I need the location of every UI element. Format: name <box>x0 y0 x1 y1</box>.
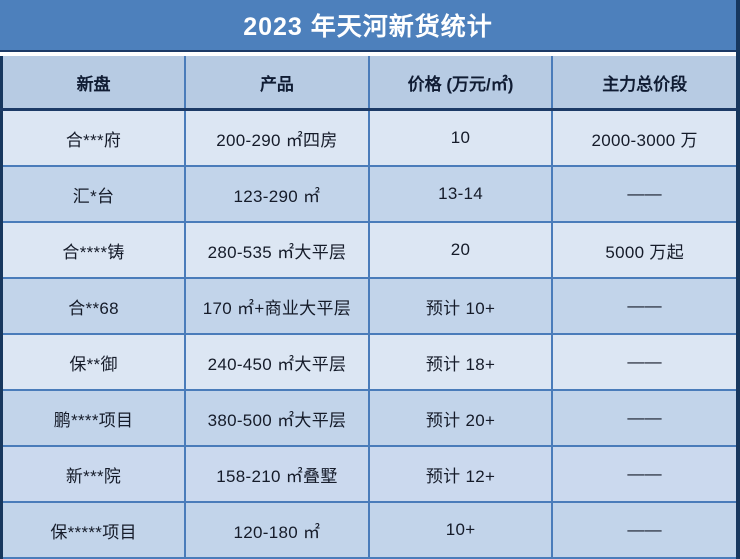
col-header-project: 新盘 <box>1 56 187 111</box>
col-header-price: 价格 (万元/㎡) <box>368 56 554 111</box>
cell-product: 380-500 ㎡大平层 <box>185 390 370 447</box>
cell-project: 合**68 <box>1 278 187 335</box>
cell-price: 13-14 <box>368 166 554 223</box>
table-row: 保*****项目 120-180 ㎡ 10+ —— <box>1 502 736 559</box>
cell-price: 10+ <box>368 502 554 559</box>
table-row: 合****铸 280-535 ㎡大平层 20 5000 万起 <box>1 222 736 279</box>
table-row: 保**御 240-450 ㎡大平层 预计 18+ —— <box>1 334 736 391</box>
cell-project: 合****铸 <box>1 222 187 279</box>
cell-project: 新***院 <box>1 446 187 503</box>
cell-product: 120-180 ㎡ <box>185 502 370 559</box>
table-row: 合**68 170 ㎡+商业大平层 预计 10+ —— <box>1 278 736 335</box>
cell-total-price: —— <box>552 334 736 391</box>
cell-total-price: 2000-3000 万 <box>552 109 736 167</box>
cell-price: 预计 20+ <box>368 390 554 447</box>
page-title: 2023 年天河新货统计 <box>243 13 493 41</box>
table-row: 合***府 200-290 ㎡四房 10 2000-3000 万 <box>1 109 736 167</box>
cell-project: 合***府 <box>1 109 187 167</box>
cell-price: 预计 18+ <box>368 334 554 391</box>
cell-product: 123-290 ㎡ <box>185 166 370 223</box>
cell-product: 240-450 ㎡大平层 <box>185 334 370 391</box>
cell-project: 鹏****项目 <box>1 390 187 447</box>
cell-product: 280-535 ㎡大平层 <box>185 222 370 279</box>
title-bar: 2023 年天河新货统计 <box>0 0 736 52</box>
cell-price: 10 <box>368 109 554 167</box>
cell-product: 170 ㎡+商业大平层 <box>185 278 370 335</box>
cell-product: 200-290 ㎡四房 <box>185 109 370 167</box>
cell-project: 保*****项目 <box>1 502 187 559</box>
cell-total-price: —— <box>552 502 736 559</box>
table-row: 鹏****项目 380-500 ㎡大平层 预计 20+ —— <box>1 390 736 447</box>
header-row: 新盘 产品 价格 (万元/㎡) 主力总价段 <box>1 56 736 111</box>
cell-price: 20 <box>368 222 554 279</box>
col-header-product: 产品 <box>185 56 370 111</box>
cell-product: 158-210 ㎡叠墅 <box>185 446 370 503</box>
table-row: 新***院 158-210 ㎡叠墅 预计 12+ —— <box>1 446 736 503</box>
cell-project: 保**御 <box>1 334 187 391</box>
cell-total-price: —— <box>552 166 736 223</box>
cell-price: 预计 12+ <box>368 446 554 503</box>
stats-table: 新盘 产品 价格 (万元/㎡) 主力总价段 合***府 200-290 ㎡四房 … <box>0 56 736 559</box>
cell-price: 预计 10+ <box>368 278 554 335</box>
col-header-total-price: 主力总价段 <box>552 56 736 111</box>
cell-total-price: —— <box>552 278 736 335</box>
cell-total-price: —— <box>552 390 736 447</box>
cell-total-price: 5000 万起 <box>552 222 736 279</box>
cell-project: 汇*台 <box>1 166 187 223</box>
cell-total-price: —— <box>552 446 736 503</box>
table-row: 汇*台 123-290 ㎡ 13-14 —— <box>1 166 736 223</box>
title-divider <box>0 52 736 56</box>
